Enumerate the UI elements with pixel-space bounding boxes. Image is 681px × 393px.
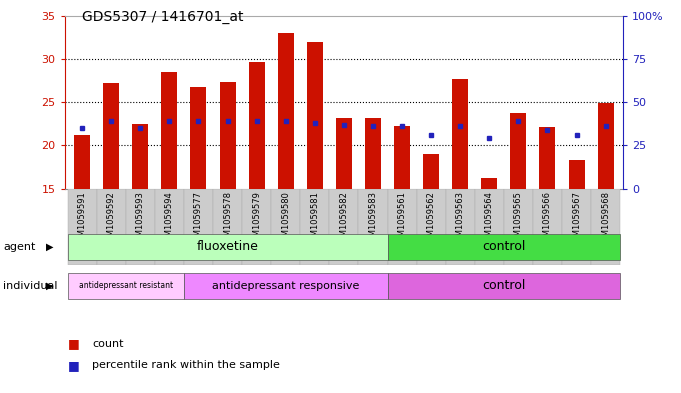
- Text: GSM1059577: GSM1059577: [194, 191, 203, 247]
- Text: fluoxetine: fluoxetine: [197, 240, 259, 253]
- Bar: [539, 127, 556, 189]
- FancyBboxPatch shape: [330, 189, 358, 265]
- Text: GSM1059563: GSM1059563: [456, 191, 464, 247]
- Text: ■: ■: [68, 337, 80, 351]
- FancyBboxPatch shape: [126, 189, 155, 265]
- FancyBboxPatch shape: [67, 273, 184, 299]
- FancyBboxPatch shape: [184, 273, 387, 299]
- Text: GSM1059594: GSM1059594: [165, 191, 174, 247]
- Text: GSM1059566: GSM1059566: [543, 191, 552, 247]
- Bar: [365, 118, 381, 189]
- Bar: [452, 79, 469, 189]
- FancyBboxPatch shape: [387, 234, 620, 260]
- FancyBboxPatch shape: [504, 189, 533, 265]
- Text: GSM1059567: GSM1059567: [572, 191, 581, 247]
- Text: GDS5307 / 1416701_at: GDS5307 / 1416701_at: [82, 10, 243, 24]
- Text: GSM1059583: GSM1059583: [368, 191, 377, 247]
- Text: GSM1059568: GSM1059568: [601, 191, 610, 247]
- Text: GSM1059591: GSM1059591: [78, 191, 86, 247]
- FancyBboxPatch shape: [67, 189, 97, 265]
- Text: agent: agent: [3, 242, 36, 252]
- Bar: [249, 62, 265, 189]
- Bar: [219, 82, 236, 189]
- FancyBboxPatch shape: [213, 189, 242, 265]
- Bar: [336, 118, 352, 189]
- Text: ▶: ▶: [46, 281, 53, 291]
- Text: GSM1059580: GSM1059580: [281, 191, 290, 247]
- Text: count: count: [92, 339, 123, 349]
- Bar: [569, 160, 584, 189]
- Text: antidepressant resistant: antidepressant resistant: [79, 281, 173, 290]
- Bar: [104, 83, 119, 189]
- FancyBboxPatch shape: [155, 189, 184, 265]
- FancyBboxPatch shape: [184, 189, 213, 265]
- Text: GSM1059593: GSM1059593: [136, 191, 145, 247]
- Text: GSM1059565: GSM1059565: [514, 191, 523, 247]
- Bar: [423, 154, 439, 189]
- Text: GSM1059561: GSM1059561: [398, 191, 407, 247]
- FancyBboxPatch shape: [358, 189, 387, 265]
- FancyBboxPatch shape: [562, 189, 591, 265]
- Text: percentile rank within the sample: percentile rank within the sample: [92, 360, 280, 371]
- Text: control: control: [482, 240, 526, 253]
- Bar: [481, 178, 497, 189]
- Bar: [511, 112, 526, 189]
- Text: individual: individual: [3, 281, 58, 291]
- Text: GSM1059564: GSM1059564: [485, 191, 494, 247]
- Text: GSM1059592: GSM1059592: [107, 191, 116, 247]
- Text: GSM1059582: GSM1059582: [339, 191, 349, 247]
- FancyBboxPatch shape: [67, 234, 387, 260]
- Bar: [598, 103, 614, 189]
- Bar: [394, 127, 410, 189]
- FancyBboxPatch shape: [271, 189, 300, 265]
- Bar: [278, 33, 294, 189]
- Text: GSM1059578: GSM1059578: [223, 191, 232, 247]
- Text: antidepressant responsive: antidepressant responsive: [212, 281, 360, 291]
- Text: GSM1059562: GSM1059562: [427, 191, 436, 247]
- Text: ▶: ▶: [46, 242, 53, 252]
- Bar: [74, 135, 90, 189]
- FancyBboxPatch shape: [417, 189, 445, 265]
- Text: ■: ■: [68, 359, 80, 372]
- FancyBboxPatch shape: [591, 189, 620, 265]
- Text: GSM1059579: GSM1059579: [252, 191, 261, 247]
- Text: control: control: [482, 279, 526, 292]
- FancyBboxPatch shape: [533, 189, 562, 265]
- FancyBboxPatch shape: [387, 273, 620, 299]
- Text: GSM1059581: GSM1059581: [311, 191, 319, 247]
- Bar: [161, 72, 177, 189]
- FancyBboxPatch shape: [475, 189, 504, 265]
- Bar: [132, 124, 148, 189]
- FancyBboxPatch shape: [97, 189, 126, 265]
- Bar: [191, 88, 206, 189]
- Bar: [307, 42, 323, 189]
- FancyBboxPatch shape: [387, 189, 417, 265]
- FancyBboxPatch shape: [300, 189, 330, 265]
- FancyBboxPatch shape: [445, 189, 475, 265]
- FancyBboxPatch shape: [242, 189, 271, 265]
